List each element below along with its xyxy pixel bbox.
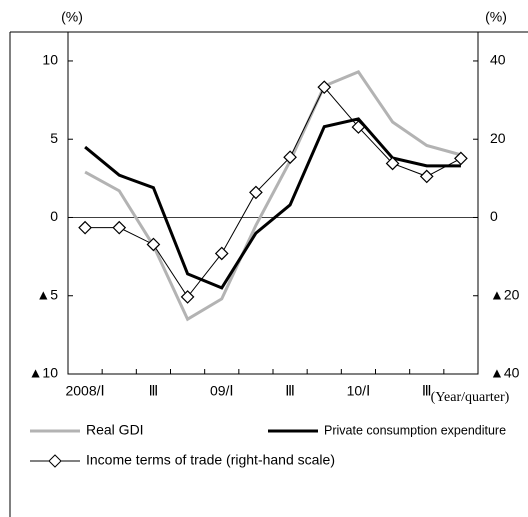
marker [112,220,127,235]
marker [146,237,161,252]
x-axis-label: (Year/quarter) [431,390,510,405]
y2-tick-label: ▲20 [490,286,520,302]
marker [419,169,434,184]
y2-tick-label: ▲40 [490,365,520,381]
series-line [84,117,461,290]
marker [317,80,332,95]
legend-marker [48,454,62,468]
y2-tick-label: 20 [490,130,506,146]
x-tick-label: Ⅲ [422,383,432,399]
marker [180,290,195,304]
series-line [84,70,462,322]
legend-label: Real GDI [86,422,144,438]
y-tick-label: ▲5 [36,286,58,302]
marker [249,185,263,200]
y-tick-label: 0 [50,208,58,224]
y2-unit: (%) [485,9,507,25]
plot-frame [67,31,479,375]
x-tick-label: 09/Ⅰ [210,383,234,399]
marker [214,246,229,261]
legend-label: Income terms of trade (right-hand scale) [86,452,335,468]
x-tick-label: 10/Ⅰ [347,383,371,399]
x-tick-label: 2008/Ⅰ [65,383,104,399]
x-tick-label: Ⅲ [149,383,159,399]
y-tick-label: ▲10 [29,365,59,381]
y2-tick-label: 0 [490,208,498,224]
y-tick-label: 5 [50,130,58,146]
legend-label: Private consumption expenditure [324,423,506,437]
y-tick-label: 10 [42,52,58,68]
x-tick-label: Ⅲ [285,383,295,399]
marker [283,150,297,165]
y2-tick-label: 40 [490,52,506,68]
marker [351,120,366,134]
y-unit: (%) [61,9,83,25]
marker [454,151,468,166]
marker [78,220,92,235]
marker [385,156,400,171]
series-line [85,86,462,298]
